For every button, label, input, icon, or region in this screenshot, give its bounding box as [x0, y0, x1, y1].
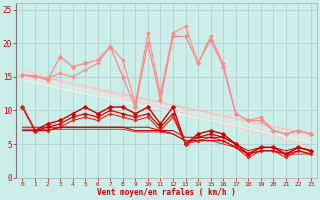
- X-axis label: Vent moyen/en rafales ( km/h ): Vent moyen/en rafales ( km/h ): [97, 188, 236, 197]
